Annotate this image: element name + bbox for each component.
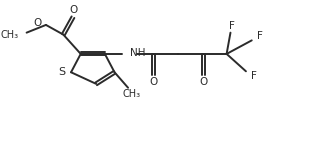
Text: S: S bbox=[58, 67, 65, 77]
Text: F: F bbox=[256, 31, 262, 40]
Text: F: F bbox=[251, 71, 257, 81]
Text: O: O bbox=[34, 18, 42, 28]
Text: F: F bbox=[228, 21, 234, 31]
Text: CH₃: CH₃ bbox=[123, 89, 141, 100]
Text: O: O bbox=[70, 5, 78, 15]
Text: NH: NH bbox=[130, 48, 146, 58]
Text: O: O bbox=[149, 77, 157, 87]
Text: O: O bbox=[199, 77, 208, 87]
Text: CH₃: CH₃ bbox=[1, 30, 19, 40]
